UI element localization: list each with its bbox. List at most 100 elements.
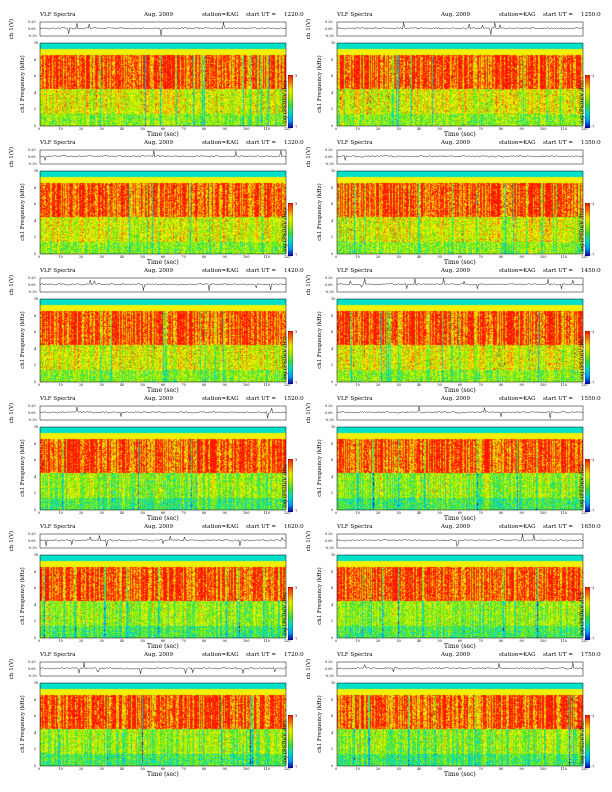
start-prefix-label: start UT = [543, 268, 574, 274]
freq-tick-label: 10 [34, 553, 39, 557]
time-tick-label: 40 [120, 511, 125, 515]
ch-tick-label: 0.00 [28, 667, 36, 671]
colorbar-tick-label: -7 [591, 381, 595, 385]
time-tick-label: 60 [161, 767, 166, 771]
time-tick-label: 40 [417, 255, 422, 259]
spectrogram-frame [336, 554, 584, 639]
time-tick-label: 40 [417, 383, 422, 387]
waveform-trace [336, 406, 584, 419]
freq-tick-label: 8 [331, 569, 334, 574]
spectrogram-image [337, 427, 583, 510]
waveform-plot [336, 405, 584, 421]
waveform-plot [336, 277, 584, 293]
time-tick-label: 60 [458, 383, 463, 387]
frequency-axis-label: ch1 Frequency (kHz) [19, 311, 26, 369]
freq-tick-label: 10 [34, 169, 39, 173]
frequency-axis-label: ch1 Frequency (kHz) [19, 439, 26, 497]
ch-tick-label: -0.20 [325, 162, 334, 166]
spectrogram-frame [336, 42, 584, 127]
waveform-trace [336, 662, 584, 673]
freq-tick-label: 4 [331, 218, 334, 223]
time-tick-label: 60 [458, 255, 463, 259]
ch-tick-label: 0.00 [28, 411, 36, 415]
time-tick-label: 80 [202, 767, 207, 771]
time-tick-label: 50 [437, 767, 442, 771]
station-label: station=KAG [202, 12, 239, 18]
waveform-plot [39, 533, 287, 549]
time-tick-label: 30 [99, 511, 104, 515]
spectrogram-panel: VLF Spectra Aug. 2009 station=KAG start UT … [303, 12, 603, 138]
time-tick-label: 10 [355, 767, 360, 771]
ch-tick-label: -0.20 [28, 290, 37, 294]
spectrogram-panel: VLF Spectra Aug. 2009 station=KAG start UT … [6, 140, 306, 266]
time-tick-label: 10 [58, 383, 63, 387]
time-tick-label: 120 [284, 767, 291, 771]
freq-tick-label: 2 [34, 235, 37, 240]
time-tick-label: 10 [58, 255, 63, 259]
waveform-frame [336, 661, 584, 677]
start-prefix-label: start UT = [543, 396, 574, 402]
colorbar-tick-label: -7 [591, 765, 595, 769]
start-prefix-label: start UT = [246, 396, 277, 402]
colorbar-tick-label: -7 [591, 637, 595, 641]
freq-tick-label: 6 [331, 202, 334, 207]
time-tick-label: 40 [120, 639, 125, 643]
time-tick-label: 0 [38, 255, 41, 259]
time-tick-label: 10 [58, 127, 63, 131]
ch-tick-label: 0.00 [325, 283, 333, 287]
time-axis-label: Time (sec) [147, 387, 179, 394]
time-tick-label: 90 [222, 255, 227, 259]
freq-tick-label: 4 [34, 730, 37, 735]
time-tick-label: 30 [99, 767, 104, 771]
colorbar-tick-label: -3 [294, 330, 298, 334]
time-tick-label: 70 [478, 511, 483, 515]
time-tick-label: 20 [79, 767, 84, 771]
spectrogram-panel: VLF Spectra Aug. 2009 station=KAG start UT … [303, 396, 603, 522]
freq-tick-label: 8 [34, 697, 37, 702]
ch-tick-label: -0.20 [28, 546, 37, 550]
time-tick-label: 90 [222, 511, 227, 515]
time-axis-label: Time (sec) [444, 515, 476, 522]
colorbar [288, 587, 293, 640]
freq-tick-label: 6 [34, 458, 37, 463]
freq-tick-label: 2 [34, 491, 37, 496]
time-tick-label: 80 [202, 255, 207, 259]
frequency-axis-label: ch1 Frequency (kHz) [19, 695, 26, 753]
time-tick-label: 120 [581, 255, 588, 259]
freq-tick-label: 0 [34, 636, 37, 640]
time-axis-label: Time (sec) [444, 131, 476, 138]
time-tick-label: 40 [417, 767, 422, 771]
colorbar [288, 203, 293, 256]
ch-tick-label: 0.20 [28, 660, 36, 664]
time-tick-label: 100 [540, 639, 547, 643]
time-tick-label: 90 [222, 383, 227, 387]
freq-tick-label: 0 [331, 124, 334, 128]
waveform-frame [39, 277, 287, 293]
ch-tick-label: 0.20 [28, 404, 36, 408]
colorbar-label: log (PSD)(V /Hz) [579, 720, 586, 764]
ch-tick-label: 0.00 [28, 283, 36, 287]
instrument-label: VLF Spectra [40, 12, 76, 18]
colorbar-tick-label: -7 [294, 765, 298, 769]
ch-tick-label: 0.20 [325, 148, 333, 152]
freq-tick-label: 10 [331, 681, 336, 685]
time-tick-label: 110 [263, 255, 270, 259]
date-label: Aug. 2009 [144, 12, 174, 18]
waveform-trace [39, 150, 287, 162]
time-axis-label: Time (sec) [147, 259, 179, 266]
start-prefix-label: start UT = [246, 12, 277, 18]
time-tick-label: 90 [519, 383, 524, 387]
freq-tick-label: 8 [34, 441, 37, 446]
time-tick-label: 30 [99, 127, 104, 131]
start-ut-label: 1320:0 [284, 140, 304, 146]
time-tick-label: 80 [499, 639, 504, 643]
freq-tick-label: 0 [34, 380, 37, 384]
time-tick-label: 30 [396, 639, 401, 643]
date-label: Aug. 2009 [144, 268, 174, 274]
start-prefix-label: start UT = [543, 524, 574, 530]
start-ut-label: 1220:0 [284, 12, 304, 18]
freq-tick-label: 6 [331, 714, 334, 719]
time-tick-label: 90 [519, 511, 524, 515]
spectrogram-panel: VLF Spectra Aug. 2009 station=KAG start UT … [6, 12, 306, 138]
colorbar-tick-label: -3 [294, 714, 298, 718]
